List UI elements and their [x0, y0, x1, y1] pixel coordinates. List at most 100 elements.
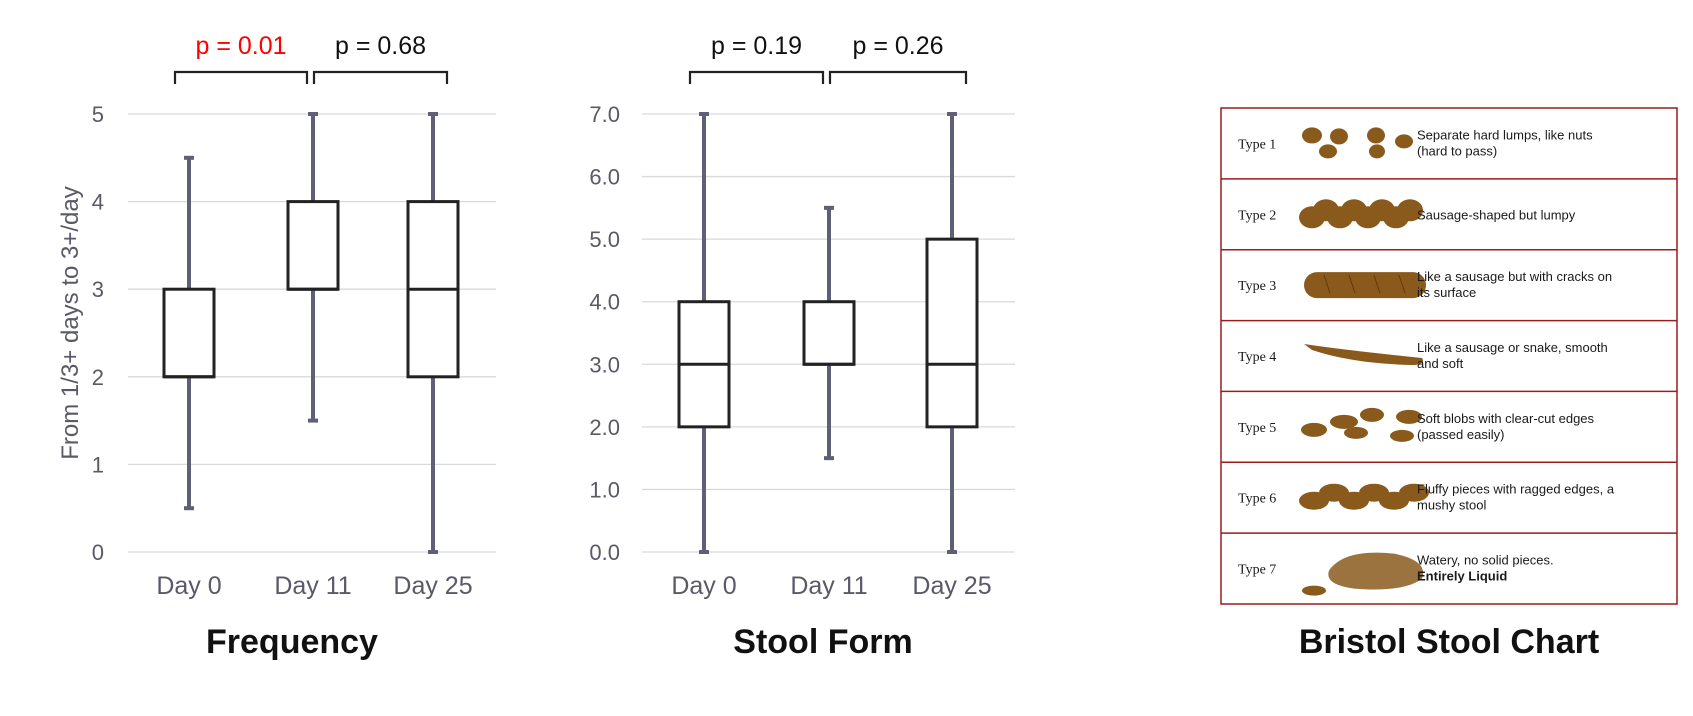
y-tick-label: 3.0	[589, 352, 620, 377]
stool-lump	[1399, 483, 1429, 502]
x-category-label: Day 25	[393, 572, 472, 600]
iqr-box	[286, 200, 340, 291]
stool-lump	[1319, 144, 1337, 159]
y-tick-label: 0	[92, 540, 104, 565]
bristol-row: Type 5 Soft blobs with clear-cut edges(pa…	[1221, 390, 1677, 442]
p-value-label: p = 0.01	[195, 32, 286, 60]
description-line: Separate hard lumps, like nuts	[1417, 127, 1593, 142]
box-day-0	[162, 155, 216, 511]
y-tick-label: 1	[92, 452, 104, 477]
type-label: Type 3	[1238, 279, 1276, 294]
significance-bracket	[312, 70, 449, 84]
fluffy-pieces-icon	[1299, 483, 1429, 510]
y-tick-label: 6.0	[589, 165, 620, 190]
y-tick-label: 4	[92, 190, 104, 215]
stool-snake	[1304, 344, 1423, 365]
type-label: Type 2	[1238, 208, 1276, 223]
crack-line	[1323, 274, 1331, 294]
iqr-box	[925, 237, 979, 429]
soft-blobs-icon	[1301, 407, 1422, 442]
lumpy-sausage-icon	[1299, 199, 1423, 229]
box-day-11	[286, 112, 340, 423]
stool-lump	[1397, 199, 1423, 222]
box-day-25	[925, 112, 979, 554]
stool-puddle	[1328, 552, 1424, 590]
bristol-row: Type 7 Watery, no solid pieces.Entirely L…	[1221, 532, 1677, 596]
bristol-row: Type 2 Sausage-shaped but lumpy	[1221, 178, 1677, 229]
iqr-box	[802, 300, 856, 366]
description-line: Fluffy pieces with ragged edges, a	[1417, 482, 1615, 497]
bristol-frame	[1220, 107, 1678, 605]
iqr-box	[162, 287, 216, 379]
description-line: (passed easily)	[1417, 427, 1504, 442]
description-line: Like a sausage but with cracks on	[1417, 269, 1612, 284]
bristol-row: Type 1 Separate hard lumps, like nuts(har…	[1238, 127, 1593, 159]
stool-form-box-plot: 0.0 1.0 2.0 3.0 4.0 5.0 6.0 7.0 Day 0 Day 11 Day 2…	[589, 32, 1015, 661]
box-day-25	[406, 112, 460, 554]
cracked-sausage-icon	[1304, 272, 1426, 299]
description-line: (hard to pass)	[1417, 143, 1497, 158]
stool-lump	[1344, 426, 1368, 439]
y-tick-label: 5.0	[589, 227, 620, 252]
bristol-stool-chart: Type 1 Separate hard lumps, like nuts(har…	[1220, 107, 1678, 661]
y-axis-label: From 1/3+ days to 3+/day	[57, 186, 84, 459]
stool-lump	[1330, 128, 1348, 145]
stool-lump	[1395, 134, 1413, 149]
description-line: Entirely Liquid	[1417, 569, 1507, 584]
description-line: Sausage-shaped but lumpy	[1417, 207, 1576, 222]
y-tick-label: 0.0	[589, 540, 620, 565]
description-line: Soft blobs with clear-cut edges	[1417, 411, 1595, 426]
chart-title: Bristol Stool Chart	[1299, 623, 1599, 661]
liquid-puddle-icon	[1302, 552, 1424, 596]
x-category-label: Day 25	[912, 572, 991, 600]
stool-lump	[1301, 422, 1327, 437]
x-category-label: Day 11	[274, 572, 351, 600]
x-category-label: Day 0	[156, 572, 221, 600]
y-tick-label: 1.0	[589, 477, 620, 502]
smooth-snake-icon	[1304, 344, 1423, 365]
box-day-11	[802, 205, 856, 461]
stool-lump	[1302, 585, 1326, 596]
stool-lump	[1360, 407, 1384, 422]
p-value-label: p = 0.19	[711, 32, 802, 60]
type-label: Type 1	[1238, 137, 1276, 152]
description-line: and soft	[1417, 356, 1464, 371]
y-tick-label: 5	[92, 102, 104, 127]
description-line: its surface	[1417, 285, 1476, 300]
chart-title: Frequency	[206, 623, 378, 661]
type-label: Type 4	[1238, 350, 1276, 365]
crack-line	[1398, 274, 1406, 294]
crack-line	[1348, 274, 1356, 294]
y-tick-label: 7.0	[589, 102, 620, 127]
x-category-label: Day 11	[790, 572, 867, 600]
significance-bracket	[688, 70, 825, 84]
type-label: Type 5	[1238, 421, 1276, 436]
stool-lump	[1390, 429, 1414, 442]
y-tick-label: 2	[92, 365, 104, 390]
x-category-label: Day 0	[671, 572, 736, 600]
bristol-row: Type 3 Like a sausage but with cracks oni…	[1221, 248, 1677, 300]
description-line: Watery, no solid pieces.	[1417, 553, 1554, 568]
stool-lump	[1302, 127, 1322, 144]
y-tick-label: 2.0	[589, 415, 620, 440]
stool-lump	[1330, 414, 1358, 429]
description-line: Like a sausage or snake, smooth	[1417, 340, 1608, 355]
y-tick-label: 3	[92, 277, 104, 302]
bristol-row: Type 4 Like a sausage or snake, smoothand…	[1221, 319, 1677, 371]
crack-line	[1373, 274, 1381, 294]
significance-bracket	[828, 70, 968, 84]
lumps-icon	[1302, 127, 1413, 159]
description-line: mushy stool	[1417, 498, 1486, 513]
stool-lump	[1367, 127, 1385, 144]
frequency-box-plot: 0 1 2 3 4 5 From 1/3+ days to 3+/day Day 0 Day 1…	[57, 32, 496, 661]
y-tick-label: 4.0	[589, 290, 620, 315]
stool-lump	[1369, 144, 1385, 159]
bristol-row: Type 6 Fluffy pieces with ragged edges, a…	[1221, 461, 1677, 513]
p-value-label: p = 0.68	[335, 32, 426, 60]
type-label: Type 6	[1238, 492, 1276, 507]
type-label: Type 7	[1238, 563, 1276, 578]
box-day-0	[677, 112, 731, 554]
stool-lump	[1396, 409, 1422, 424]
p-value-label: p = 0.26	[852, 32, 943, 60]
